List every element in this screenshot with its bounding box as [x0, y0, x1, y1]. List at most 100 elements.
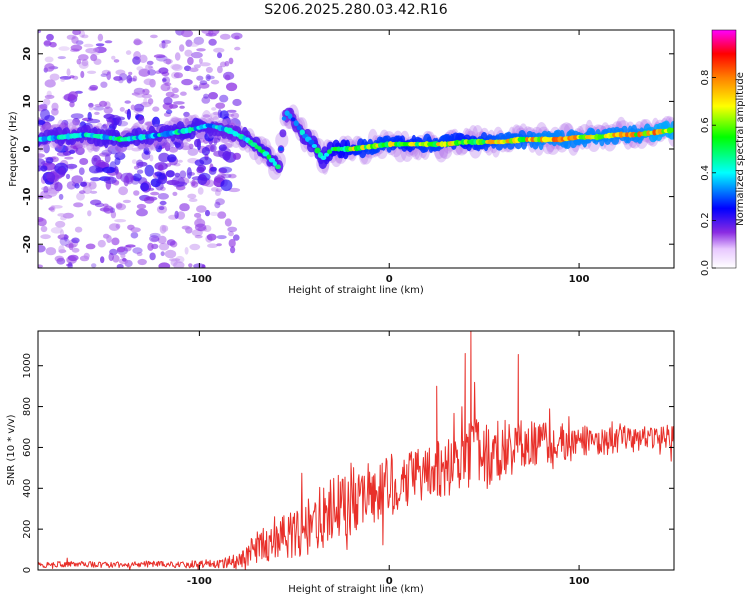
snr-series-group [38, 331, 674, 570]
noise-blob [88, 86, 98, 91]
noise-blob [216, 243, 222, 247]
noise-blob [69, 75, 75, 79]
noise-blob [85, 144, 94, 151]
ridge-core [287, 113, 293, 120]
noise-blob [69, 101, 75, 108]
spectrogram-x-tick-label: 100 [569, 274, 590, 285]
noise-blob [177, 159, 183, 163]
noise-blob [145, 64, 152, 71]
noise-blob [114, 219, 127, 223]
noise-blob [38, 30, 42, 34]
noise-blob [74, 226, 83, 233]
noise-blob [211, 187, 219, 192]
noise-blob [57, 213, 66, 217]
noise-blob [112, 254, 120, 263]
noise-blob [136, 66, 144, 71]
noise-blob [171, 117, 182, 123]
ridge-core [278, 146, 284, 152]
noise-blob [135, 159, 144, 169]
noise-blob [118, 186, 128, 196]
noise-blob [186, 167, 192, 179]
noise-blob [156, 172, 166, 180]
noise-blob [172, 191, 178, 196]
noise-blob [216, 235, 227, 240]
noise-blob [40, 108, 50, 121]
noise-blob [131, 147, 142, 152]
noise-blob [71, 36, 79, 44]
noise-blob [188, 198, 198, 203]
noise-blob [179, 44, 185, 52]
noise-blob [196, 48, 206, 52]
noise-blob [201, 96, 211, 104]
noise-blob [143, 97, 148, 106]
noise-blob [206, 233, 217, 241]
noise-blob [189, 243, 201, 251]
noise-blob [188, 263, 193, 268]
noise-blob [115, 202, 123, 209]
noise-blob [152, 116, 160, 128]
noise-blob [100, 81, 108, 88]
snr-y-tick-label: 200 [22, 520, 33, 539]
noise-blob [77, 54, 89, 61]
noise-blob [220, 173, 232, 179]
noise-blob [76, 58, 82, 65]
ridge-core [293, 120, 299, 127]
noise-blob [184, 118, 190, 125]
noise-blob [227, 140, 234, 149]
noise-blob [180, 91, 187, 96]
snr-x-tick-label: -100 [187, 576, 212, 587]
noise-blob [164, 249, 177, 259]
noise-blob [143, 78, 154, 86]
noise-blob [210, 144, 217, 153]
noise-blob [72, 118, 80, 126]
noise-blob [89, 84, 99, 91]
snr-panel: -100 0 100 0 200 400 600 800 1000 Height of str… [6, 330, 675, 595]
noise-blob [38, 264, 43, 268]
noise-blob [114, 157, 121, 166]
noise-blob [85, 243, 96, 250]
noise-blob [97, 33, 104, 42]
noise-blob [233, 234, 240, 241]
noise-blob [106, 71, 111, 81]
colorbar: 0.0 0.2 0.4 0.6 0.8 Normalized spectral ampl… [700, 29, 746, 276]
noise-blob [130, 231, 139, 239]
spectrogram-y-axis-label: Frequency (Hz) [8, 111, 19, 187]
snr-line [38, 331, 674, 570]
noise-blob [60, 77, 65, 82]
noise-blob [164, 82, 172, 86]
noise-blob [140, 182, 150, 192]
noise-blob [87, 70, 97, 75]
noise-blob [58, 193, 64, 200]
ridge-core [184, 127, 189, 134]
noise-blob [115, 223, 121, 229]
noise-blob [94, 111, 100, 115]
noise-blob [174, 210, 179, 219]
ridge-core [281, 116, 287, 121]
noise-blob [50, 227, 63, 234]
noise-blob [174, 52, 181, 61]
spectrogram-x-tick-label: 0 [386, 274, 393, 285]
ridge-core [275, 164, 281, 170]
ridge-core [290, 117, 296, 122]
noise-blob [194, 223, 207, 232]
noise-blob [122, 257, 127, 262]
noise-blob [159, 200, 167, 206]
noise-blob [167, 154, 177, 163]
noise-blob [44, 94, 55, 99]
noise-blob [198, 58, 203, 64]
noise-blob [172, 87, 179, 94]
noise-blob [63, 234, 68, 242]
ridge-body [621, 125, 628, 135]
noise-blob [38, 153, 45, 158]
noise-blob [116, 263, 124, 268]
noise-blob [234, 35, 240, 40]
noise-blob [149, 252, 156, 261]
noise-blob [158, 164, 164, 171]
noise-blob [201, 264, 206, 268]
noise-blob [95, 43, 105, 47]
noise-blob [65, 163, 78, 169]
noise-blob [199, 62, 211, 67]
noise-blob [191, 51, 203, 59]
noise-blob [218, 166, 233, 173]
noise-blob [201, 146, 210, 156]
